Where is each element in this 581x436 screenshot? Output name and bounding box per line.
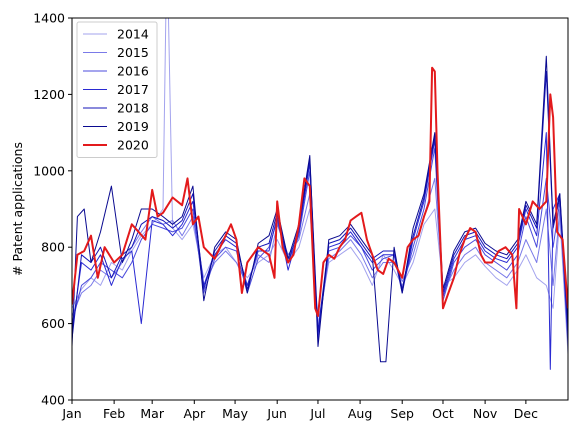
x-tick-label: Feb <box>103 406 125 421</box>
legend-label-2020: 2020 <box>117 138 149 153</box>
x-tick-label: Aug <box>348 406 372 421</box>
legend-label-2018: 2018 <box>117 101 149 116</box>
y-axis: 400 600 800 1000 1200 1400 <box>33 11 72 408</box>
y-tick-label: 400 <box>41 393 65 408</box>
legend-label-2016: 2016 <box>117 64 149 79</box>
y-tick-label: 600 <box>41 316 65 331</box>
legend: 2014 2015 2016 2017 2018 2019 2020 <box>76 21 158 158</box>
legend-label-2019: 2019 <box>117 119 149 134</box>
x-tick-label: May <box>222 406 248 421</box>
y-axis-label: # Patent applications <box>10 142 25 276</box>
x-tick-label: Oct <box>432 406 454 421</box>
x-tick-label: Jul <box>309 406 325 421</box>
y-tick-label: 1400 <box>33 11 65 26</box>
x-tick-label: Nov <box>473 406 498 421</box>
series-line-2019 <box>72 55 568 363</box>
legend-label-2015: 2015 <box>117 45 149 60</box>
y-tick-label: 800 <box>41 240 65 255</box>
legend-box <box>76 21 158 158</box>
y-tick-label: 1200 <box>33 87 65 102</box>
x-tick-label: Jun <box>266 406 287 421</box>
series-line-2020 <box>72 66 568 317</box>
plot-frame <box>71 17 569 401</box>
x-axis: Jan Feb Mar Apr May Jun Jul Aug Sep Oct Nov Dec <box>61 400 538 421</box>
y-tick-label: 1000 <box>33 163 65 178</box>
series-layer <box>72 18 568 370</box>
x-tick-label: Mar <box>140 406 164 421</box>
legend-label-2017: 2017 <box>117 82 149 97</box>
legend-label-2014: 2014 <box>117 27 149 42</box>
x-tick-label: Sep <box>390 406 414 421</box>
x-tick-label: Apr <box>183 406 205 421</box>
series-line-2018 <box>72 71 568 339</box>
x-tick-label: Dec <box>514 406 538 421</box>
x-tick-label: Jan <box>61 406 81 421</box>
